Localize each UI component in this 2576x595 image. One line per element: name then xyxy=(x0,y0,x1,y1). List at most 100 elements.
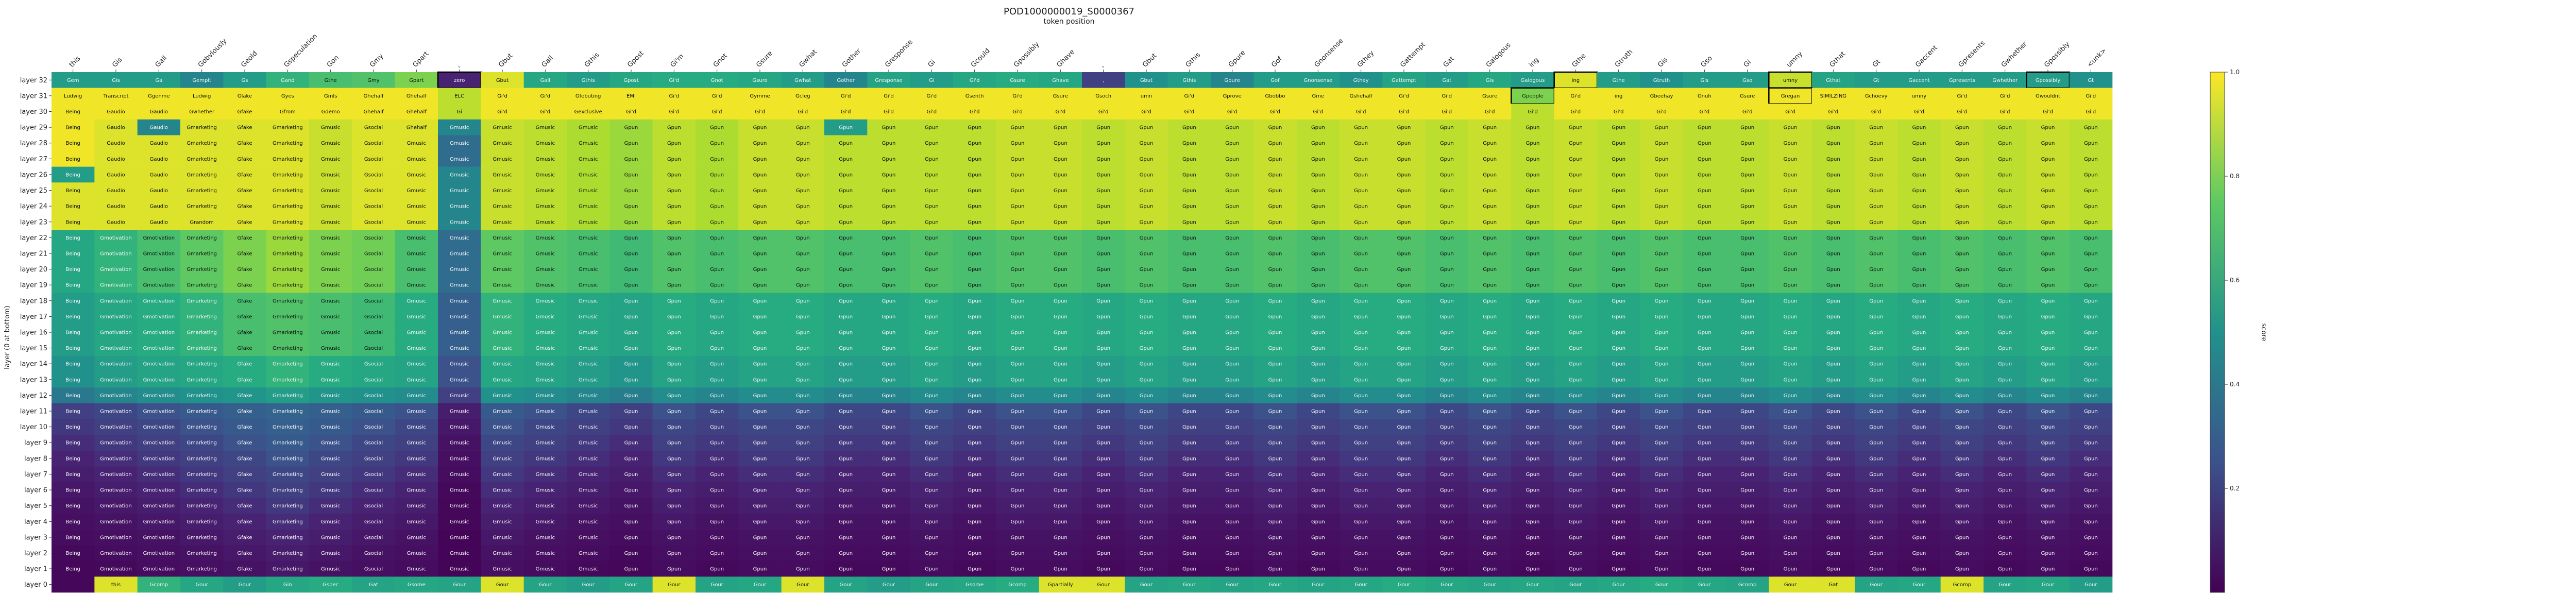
cell-label: Gpun xyxy=(2084,298,2098,304)
cell-label: Gour xyxy=(754,582,767,588)
heatmap-cell xyxy=(652,387,696,404)
cell-label: Gmusic xyxy=(536,157,555,162)
heatmap-cell xyxy=(180,245,224,262)
heatmap-cell xyxy=(652,261,696,278)
cell-label: Gmusic xyxy=(407,235,426,241)
cell-label: Gmarketing xyxy=(273,235,303,241)
cell-label: Gour xyxy=(1355,582,1368,588)
heatmap-cell xyxy=(309,198,352,214)
heatmap-cell xyxy=(223,230,266,246)
heatmap-cell xyxy=(609,371,653,388)
cell-label: Gsocial xyxy=(364,298,383,304)
heatmap-cell xyxy=(223,498,266,514)
heatmap-cell xyxy=(824,277,868,293)
cell-label: Gpun xyxy=(1311,251,1325,257)
cell-label: Gfake xyxy=(238,109,252,115)
cell-label: Gpun xyxy=(925,424,939,430)
cell-label: Gpun xyxy=(1225,283,1239,288)
cell-label: Gmusic xyxy=(579,440,598,446)
cell-label: Gmarketing xyxy=(187,393,217,399)
heatmap-cell xyxy=(1382,545,1426,562)
heatmap-cell xyxy=(1382,371,1426,388)
heatmap-cell xyxy=(1039,277,1082,293)
cell-label: Gmusic xyxy=(536,393,555,399)
heatmap-cell xyxy=(1082,545,1125,562)
cell-label: Gour xyxy=(1784,582,1797,588)
heatmap-cell xyxy=(1039,293,1082,309)
heatmap-cell xyxy=(1167,245,1211,262)
heatmap-cell xyxy=(395,151,438,167)
cell-label: Gpun xyxy=(1354,440,1368,446)
heatmap-cell xyxy=(137,182,181,199)
cell-label: Gpun xyxy=(925,298,939,304)
heatmap-cell xyxy=(867,340,910,356)
heatmap-cell xyxy=(1211,230,1254,246)
cell-label: Gpun xyxy=(1011,204,1025,210)
cell-label: Gmusic xyxy=(321,377,340,383)
cell-label: Gpun xyxy=(1268,567,1282,572)
cell-label: Gpun xyxy=(1182,251,1196,257)
cell-label: Gmarketing xyxy=(273,188,303,194)
cell-label: Gpun xyxy=(839,235,853,241)
cell-label: Gpun xyxy=(1655,141,1669,146)
x-tick-label: Gbut xyxy=(497,52,514,69)
cell-label: Gpun xyxy=(1225,314,1239,320)
cell-label: Gnuh xyxy=(1698,93,1711,99)
heatmap-cell xyxy=(1897,293,1941,309)
y-tick-label: layer 27 xyxy=(20,156,47,163)
heatmap-cell xyxy=(223,529,266,546)
heatmap-cell xyxy=(781,387,825,404)
heatmap-cell xyxy=(781,513,825,530)
cell-label: Gpun xyxy=(882,172,896,178)
cell-label: Gpun xyxy=(796,157,810,162)
heatmap-cell xyxy=(481,182,524,199)
cell-label: Gmusic xyxy=(493,219,512,225)
cell-label: Gpun xyxy=(1526,219,1540,225)
heatmap-cell xyxy=(137,293,181,309)
heatmap-cell xyxy=(738,482,782,498)
cell-label: Gpun xyxy=(1869,346,1883,351)
cell-label: Gi'd xyxy=(669,78,680,83)
heatmap-cell xyxy=(1296,230,1340,246)
heatmap-cell xyxy=(1039,419,1082,435)
cell-label: Gmotivation xyxy=(100,503,132,509)
cell-label: Gpun xyxy=(1268,377,1282,383)
cell-label: Gpun xyxy=(667,440,681,446)
heatmap-cell xyxy=(395,135,438,151)
heatmap-cell xyxy=(609,498,653,514)
heatmap-cell xyxy=(523,529,567,546)
cell-label: Gmusic xyxy=(321,172,340,178)
cell-label: Gpun xyxy=(1784,283,1798,288)
heatmap-cell xyxy=(1382,309,1426,325)
heatmap-cell xyxy=(395,214,438,230)
heatmap-cell xyxy=(1039,513,1082,530)
cell-label: Gpun xyxy=(2041,219,2055,225)
heatmap-cell xyxy=(1167,482,1211,498)
heatmap-cell xyxy=(1597,293,1640,309)
cell-label: Gpun xyxy=(1526,377,1540,383)
cell-label: Gour xyxy=(1484,582,1497,588)
heatmap-cell xyxy=(1296,355,1340,372)
cell-label: Gpun xyxy=(624,188,638,194)
cell-label: Gpun xyxy=(1268,219,1282,225)
cell-label: Gour xyxy=(1183,582,1196,588)
cell-label: Gpun xyxy=(796,456,810,462)
heatmap-cell xyxy=(953,309,996,325)
cell-label: Gpun xyxy=(1698,219,1711,225)
cell-label: Gpun xyxy=(1311,393,1325,399)
heatmap-cell xyxy=(1167,355,1211,372)
cell-label: Gsocial xyxy=(364,535,383,540)
cell-label: Gmusic xyxy=(407,219,426,225)
heatmap-cell xyxy=(1211,182,1254,199)
heatmap-cell xyxy=(1253,293,1297,309)
cell-label: Gmotivation xyxy=(100,519,132,525)
cell-label: Gpun xyxy=(1526,298,1540,304)
heatmap-cell xyxy=(781,309,825,325)
heatmap-cell xyxy=(567,277,610,293)
heatmap-cell xyxy=(1769,151,1812,167)
heatmap-cell xyxy=(910,403,954,419)
heatmap-cell xyxy=(867,498,910,514)
cell-label: Gpun xyxy=(1096,283,1110,288)
cell-label: Gpun xyxy=(1182,488,1196,494)
heatmap-cell xyxy=(1468,482,1512,498)
